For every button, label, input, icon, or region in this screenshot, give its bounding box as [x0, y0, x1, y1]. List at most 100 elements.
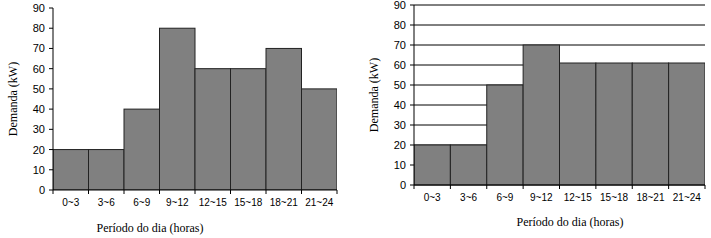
y-axis-label: Demanda (kW) [6, 62, 20, 136]
tick-label: 80 [394, 19, 406, 31]
tick-mark [595, 185, 596, 189]
bar [266, 48, 302, 190]
tick-mark [414, 185, 415, 189]
y-axis-label: Demanda (kW) [367, 58, 381, 132]
category-label: 12~15 [199, 197, 228, 208]
tick-mark [410, 65, 414, 66]
bar [596, 63, 632, 185]
bar [632, 63, 668, 185]
tick-mark [410, 85, 414, 86]
tick-mark [49, 169, 53, 170]
tick-mark [49, 149, 53, 150]
x-axis-label: Período do dia (horas) [97, 221, 204, 235]
tick-label: 90 [394, 0, 406, 11]
tick-label: 30 [394, 119, 406, 131]
bar [231, 69, 267, 190]
bar [487, 85, 523, 185]
tick-mark [410, 145, 414, 146]
tick-label: 20 [394, 139, 406, 151]
tick-mark [230, 190, 231, 194]
tick-mark [195, 190, 196, 194]
tick-label: 10 [33, 164, 45, 176]
tick-mark [49, 68, 53, 69]
tick-mark [410, 5, 414, 6]
category-label: 0~3 [62, 197, 79, 208]
tick-mark [705, 185, 706, 189]
bar [414, 145, 450, 185]
tick-mark [410, 165, 414, 166]
tick-mark [49, 109, 53, 110]
tick-mark [124, 190, 125, 194]
chart-1: 0 10 20 30 40 50 60 70 80 90 0~3 3~6 6~9 9~12 12~15 15~… [367, 0, 705, 229]
tick-mark [159, 190, 160, 194]
bar [450, 145, 486, 185]
tick-mark [632, 185, 633, 189]
category-label: 9~12 [530, 192, 553, 203]
x-axis-label: Período do dia (horas) [517, 215, 624, 229]
tick-mark [337, 190, 338, 194]
tick-label: 0 [39, 184, 45, 196]
tick-mark [53, 190, 54, 194]
bars [53, 28, 337, 190]
category-label: 15~18 [234, 197, 263, 208]
tick-mark [266, 190, 267, 194]
grid-line [414, 5, 705, 6]
tick-mark [523, 185, 524, 189]
category-label: 15~18 [600, 192, 629, 203]
tick-mark [49, 129, 53, 130]
tick-label: 50 [33, 83, 45, 95]
bar [195, 69, 231, 190]
tick-label: 60 [33, 63, 45, 75]
tick-label: 80 [33, 22, 45, 34]
category-label: 9~12 [166, 197, 189, 208]
tick-mark [410, 105, 414, 106]
tick-mark [49, 88, 53, 89]
tick-mark [49, 8, 53, 9]
tick-mark [49, 28, 53, 29]
tick-label: 10 [394, 159, 406, 171]
tick-label: 50 [394, 79, 406, 91]
category-label: 18~21 [270, 197, 299, 208]
tick-label: 60 [394, 59, 406, 71]
tick-label: 0 [400, 179, 406, 191]
figure: 0 10 20 30 40 50 60 70 80 90 0~3 3~6 6~9 9~12 12~15 15~… [0, 0, 711, 238]
category-label: 0~3 [424, 192, 441, 203]
grid-line [414, 25, 705, 26]
category-label: 21~24 [673, 192, 702, 203]
tick-label: 20 [33, 144, 45, 156]
category-label: 3~6 [98, 197, 115, 208]
bar [302, 89, 338, 190]
y-axis [53, 8, 54, 190]
bar [669, 63, 705, 185]
tick-mark [410, 125, 414, 126]
tick-mark [49, 48, 53, 49]
category-label: 21~24 [305, 197, 334, 208]
category-label: 18~21 [636, 192, 665, 203]
tick-label: 30 [33, 123, 45, 135]
tick-mark [668, 185, 669, 189]
category-label: 12~15 [564, 192, 593, 203]
tick-mark [88, 190, 89, 194]
category-label: 3~6 [460, 192, 477, 203]
tick-label: 70 [394, 39, 406, 51]
tick-mark [410, 25, 414, 26]
tick-label: 70 [33, 42, 45, 54]
tick-mark [559, 185, 560, 189]
bar [89, 150, 125, 190]
chart-0: 0 10 20 30 40 50 60 70 80 90 0~3 3~6 6~9 9~12 12~15 15~… [6, 2, 337, 235]
tick-label: 40 [394, 99, 406, 111]
category-label: 6~9 [133, 197, 150, 208]
tick-mark [301, 190, 302, 194]
tick-mark [486, 185, 487, 189]
tick-mark [410, 185, 414, 186]
tick-mark [450, 185, 451, 189]
y-axis [414, 5, 415, 185]
bar [160, 28, 196, 190]
tick-mark [410, 45, 414, 46]
bar [523, 45, 559, 185]
category-label: 6~9 [496, 192, 513, 203]
tick-label: 40 [33, 103, 45, 115]
bars [414, 45, 705, 185]
tick-label: 90 [33, 2, 45, 14]
bar [560, 63, 596, 185]
